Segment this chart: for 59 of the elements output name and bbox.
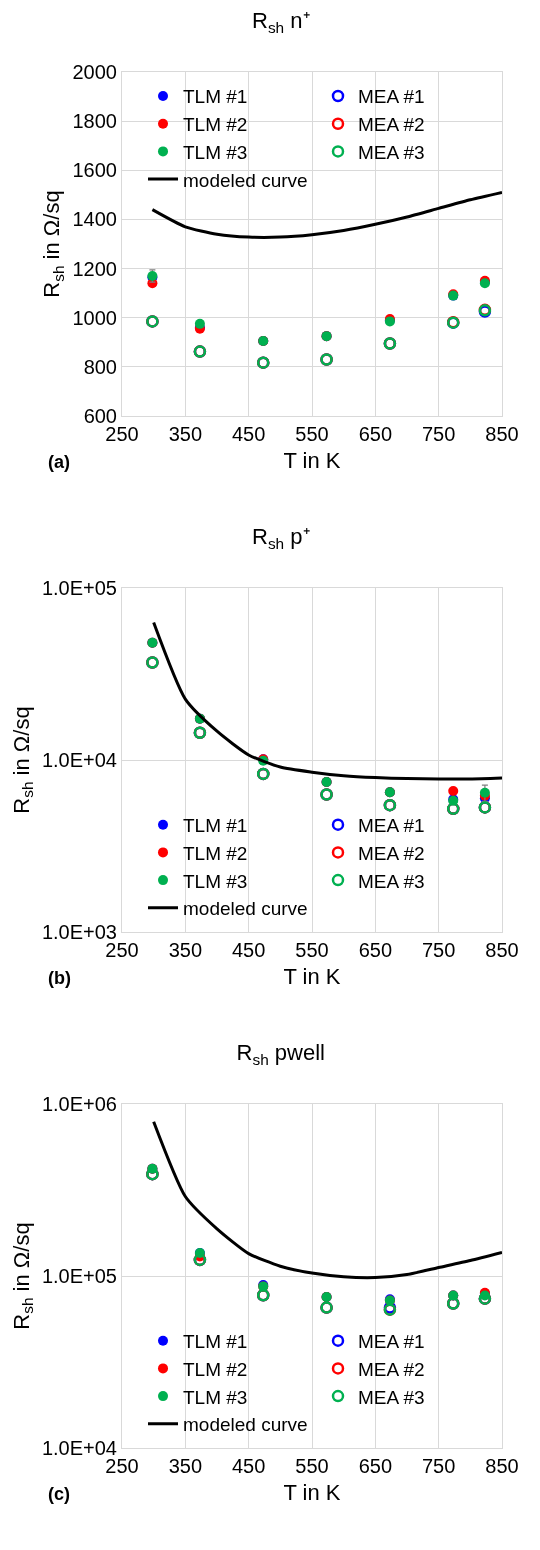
- x-tick-label: 550: [295, 939, 329, 961]
- legend-label: modeled curve: [183, 898, 308, 920]
- chart-title: R$_{sh}$ pwell: [236, 1040, 325, 1068]
- x-axis-title: T in K: [283, 447, 341, 473]
- legend-label: TLM #2: [183, 114, 248, 136]
- x-tick-label: 450: [231, 423, 266, 445]
- x-tick-label: 750: [421, 423, 456, 445]
- text: (a): [48, 452, 70, 472]
- x-tick-label: 350: [168, 939, 203, 961]
- y-tick-label: 1.0E+05: [41, 577, 117, 599]
- x-tick-label: 850: [485, 1455, 519, 1477]
- chart-title: R$_{sh}$ p⁺: [252, 524, 310, 552]
- legend-label: modeled curve: [183, 169, 308, 191]
- legend-label: MEA #3: [358, 141, 425, 163]
- text: (b): [48, 968, 71, 988]
- y-tick-label: 800: [83, 355, 117, 378]
- legend-label: MEA #2: [358, 842, 425, 864]
- x-tick-label: 650: [358, 423, 393, 445]
- x-tick-label: 550: [295, 423, 329, 445]
- chart-title: R$_{sh}$ n⁺: [252, 8, 310, 36]
- legend-label: TLM #3: [183, 141, 248, 163]
- x-axis-title: T in K: [283, 963, 341, 989]
- text: (c): [48, 1484, 70, 1504]
- legend-label: TLM #3: [183, 870, 248, 892]
- x-tick-label: 550: [295, 1455, 329, 1477]
- legend-label: MEA #1: [358, 86, 425, 108]
- y-tick-label: 1.0E+04: [41, 749, 117, 771]
- x-tick-label: 650: [358, 939, 393, 961]
- x-axis-title: T in K: [283, 1479, 341, 1505]
- legend-label: MEA #1: [358, 1331, 425, 1353]
- x-tick-label: 750: [421, 1455, 456, 1477]
- x-tick-label: 750: [421, 939, 456, 961]
- legend-label: TLM #2: [183, 842, 248, 864]
- y-tick-label: 1.0E+05: [41, 1265, 117, 1287]
- x-tick-label: 850: [485, 939, 519, 961]
- legend-label: TLM #3: [183, 1386, 248, 1408]
- y-tick-label: 1600: [72, 159, 117, 182]
- legend-label: TLM #2: [183, 1358, 248, 1380]
- legend-label: MEA #3: [358, 870, 425, 892]
- y-tick-label: 1.0E+06: [41, 1093, 117, 1115]
- legend-label: MEA #2: [358, 114, 425, 136]
- y-tick-label: 1400: [72, 208, 117, 231]
- y-tick-label: 2000: [72, 61, 117, 83]
- legend-label: MEA #1: [358, 815, 425, 837]
- legend-label: TLM #1: [183, 1331, 248, 1353]
- legend-label: MEA #3: [358, 1386, 425, 1408]
- y-tick-label: 1200: [72, 257, 117, 280]
- x-tick-label: 350: [168, 423, 203, 445]
- legend-label: MEA #2: [358, 1358, 425, 1380]
- x-tick-label: 450: [231, 939, 266, 961]
- legend-label: TLM #1: [183, 815, 248, 837]
- x-tick-label: 650: [358, 1455, 393, 1477]
- legend-label: modeled curve: [183, 1414, 308, 1436]
- y-tick-label: 1000: [72, 306, 117, 329]
- legend-label: TLM #1: [183, 86, 248, 108]
- y-tick-label: 1800: [72, 110, 117, 133]
- x-tick-label: 850: [485, 423, 519, 445]
- x-tick-label: 350: [168, 1455, 203, 1477]
- x-tick-label: 450: [231, 1455, 266, 1477]
